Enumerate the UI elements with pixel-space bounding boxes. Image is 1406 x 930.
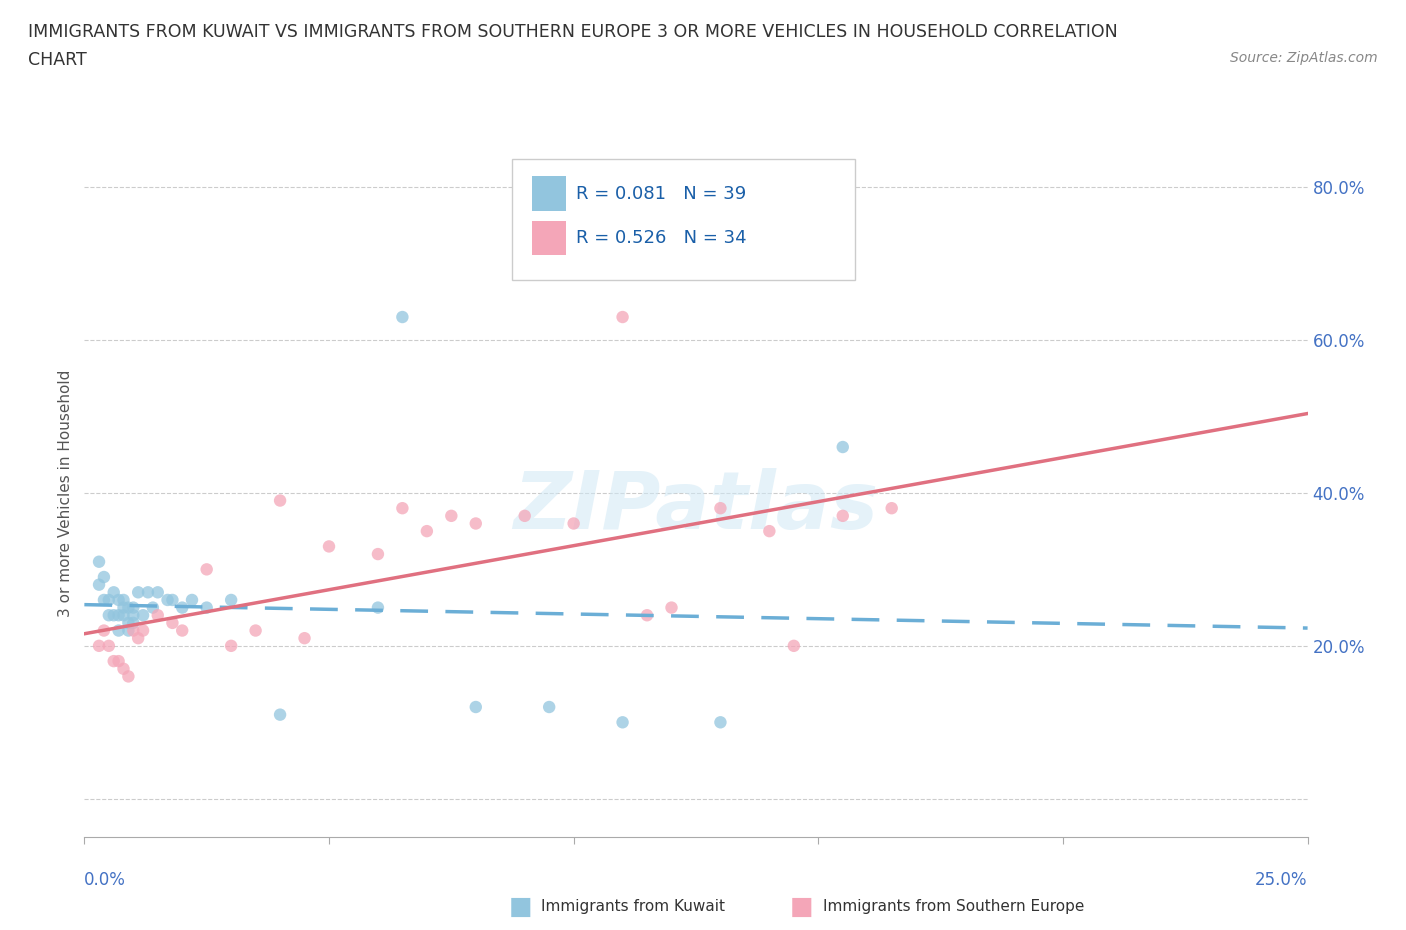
Text: ■: ■ [509,895,531,919]
Point [117,616,139,631]
Text: R = 0.081   N = 39: R = 0.081 N = 39 [576,184,747,203]
Point [758,524,780,538]
Point [87,638,110,653]
Point [122,600,145,615]
Point [612,310,634,325]
Point [93,623,115,638]
Point [103,608,125,623]
Point [112,661,135,676]
Text: ■: ■ [790,895,813,919]
Text: 25.0%: 25.0% [1256,871,1308,889]
Point [367,547,389,562]
Point [464,516,486,531]
Point [709,500,731,515]
Point [831,440,853,455]
Point [136,585,159,600]
Point [146,585,169,600]
Point [464,699,486,714]
Point [122,623,145,638]
Point [107,623,129,638]
Point [831,509,853,524]
Text: 0.0%: 0.0% [84,871,127,889]
Text: Immigrants from Southern Europe: Immigrants from Southern Europe [823,899,1084,914]
Point [172,600,194,615]
Point [612,715,634,730]
Point [107,592,129,607]
FancyBboxPatch shape [512,159,855,280]
Point [162,616,184,631]
Point [440,509,463,524]
Point [93,592,115,607]
Text: IMMIGRANTS FROM KUWAIT VS IMMIGRANTS FROM SOUTHERN EUROPE 3 OR MORE VEHICLES IN : IMMIGRANTS FROM KUWAIT VS IMMIGRANTS FRO… [28,23,1118,41]
Point [219,638,242,653]
Point [146,608,169,623]
Point [709,715,731,730]
Point [107,654,129,669]
Point [97,638,120,653]
Point [391,500,413,515]
Point [87,554,110,569]
Point [181,592,204,607]
Text: Immigrants from Kuwait: Immigrants from Kuwait [541,899,725,914]
Point [269,707,291,722]
Point [127,631,149,645]
Point [122,616,145,631]
Point [97,592,120,607]
Text: CHART: CHART [28,51,87,69]
Point [783,638,806,653]
Point [172,623,194,638]
Point [142,600,165,615]
Text: R = 0.526   N = 34: R = 0.526 N = 34 [576,230,747,247]
Point [87,578,110,592]
Point [93,569,115,584]
Text: Source: ZipAtlas.com: Source: ZipAtlas.com [1230,51,1378,65]
Point [107,608,129,623]
Point [195,562,218,577]
Point [97,608,120,623]
Point [391,310,413,325]
Point [318,539,340,554]
Point [112,592,135,607]
Point [880,500,903,515]
Point [269,493,291,508]
Point [219,592,242,607]
Point [112,608,135,623]
Y-axis label: 3 or more Vehicles in Household: 3 or more Vehicles in Household [58,369,73,617]
Point [103,585,125,600]
Point [538,699,561,714]
Point [112,600,135,615]
Point [132,623,155,638]
Point [562,516,585,531]
Point [513,509,536,524]
Point [122,608,145,623]
Point [162,592,184,607]
Point [636,608,658,623]
Point [367,600,389,615]
Point [127,585,149,600]
Point [416,524,439,538]
Point [661,600,683,615]
FancyBboxPatch shape [531,221,567,256]
Point [117,623,139,638]
Point [117,669,139,684]
Point [245,623,267,638]
FancyBboxPatch shape [531,177,567,211]
Point [132,608,155,623]
Text: ZIPatlas: ZIPatlas [513,468,879,546]
Point [294,631,316,645]
Point [195,600,218,615]
Point [156,592,179,607]
Point [117,600,139,615]
Point [103,654,125,669]
